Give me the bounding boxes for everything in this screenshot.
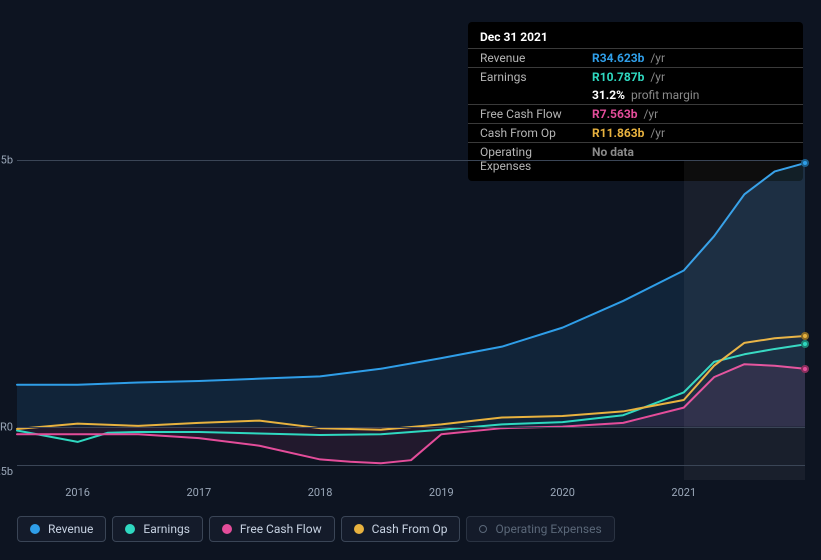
legend-item[interactable]: Earnings bbox=[112, 516, 203, 542]
x-axis-label: 2020 bbox=[550, 486, 575, 499]
legend-swatch-icon bbox=[30, 524, 40, 534]
chart-legend: Revenue Earnings Free Cash Flow Cash From O… bbox=[17, 516, 615, 542]
tooltip-row-label: Earnings bbox=[480, 70, 586, 84]
legend-swatch-icon bbox=[125, 524, 135, 534]
tooltip-row-label: Revenue bbox=[480, 51, 586, 65]
tooltip-row-value: R7.563b bbox=[592, 107, 637, 121]
tooltip-row-unit: /yr bbox=[650, 126, 665, 140]
tooltip-row-unit: profit margin bbox=[631, 88, 699, 102]
tooltip-row: Free Cash Flow R7.563b /yr bbox=[468, 104, 803, 123]
y-gridline bbox=[17, 465, 805, 466]
legend-item-label: Revenue bbox=[48, 522, 93, 536]
tooltip-row: 31.2% profit margin bbox=[468, 86, 803, 104]
tooltip-row-unit: /yr bbox=[643, 107, 658, 121]
legend-item-label: Cash From Op bbox=[372, 522, 448, 536]
legend-item-label: Earnings bbox=[143, 522, 190, 536]
legend-item[interactable]: Operating Expenses bbox=[466, 516, 614, 542]
tooltip-row-value: R11.863b bbox=[592, 126, 644, 140]
tooltip-row-unit: /yr bbox=[650, 51, 665, 65]
tooltip-row-value: 31.2% bbox=[592, 88, 625, 102]
y-gridline bbox=[17, 427, 805, 428]
legend-item-label: Free Cash Flow bbox=[240, 522, 322, 536]
financials-chart[interactable]: R35bR0-R5b201620172018201920202021 bbox=[17, 160, 805, 480]
tooltip-row-label: Cash From Op bbox=[480, 126, 586, 140]
y-axis-label: -R5b bbox=[0, 452, 13, 478]
tooltip-row-unit: /yr bbox=[650, 70, 665, 84]
legend-swatch-icon bbox=[222, 524, 232, 534]
tooltip-row-value: No data bbox=[592, 145, 634, 159]
y-axis-label: R0 bbox=[0, 420, 13, 433]
series-end-marker bbox=[801, 332, 809, 340]
tooltip-row: Revenue R34.623b /yr bbox=[468, 48, 803, 67]
x-axis-label: 2018 bbox=[308, 486, 333, 499]
x-axis-label: 2016 bbox=[65, 486, 90, 499]
y-gridline bbox=[17, 160, 805, 161]
series-end-marker bbox=[801, 365, 809, 373]
x-axis-label: 2021 bbox=[671, 486, 696, 499]
series-end-marker bbox=[801, 340, 809, 348]
x-axis-label: 2017 bbox=[186, 486, 211, 499]
tooltip-row-label: Free Cash Flow bbox=[480, 107, 586, 121]
legend-swatch-icon bbox=[354, 524, 364, 534]
chart-tooltip: Dec 31 2021 Revenue R34.623b /yr Earnings R… bbox=[468, 22, 803, 181]
chart-hover-band bbox=[684, 160, 805, 480]
legend-item[interactable]: Revenue bbox=[17, 516, 106, 542]
tooltip-row: Cash From Op R11.863b /yr bbox=[468, 123, 803, 142]
x-axis-label: 2019 bbox=[429, 486, 454, 499]
y-axis-label: R35b bbox=[0, 154, 13, 167]
legend-item[interactable]: Cash From Op bbox=[341, 516, 461, 542]
tooltip-date: Dec 31 2021 bbox=[468, 28, 803, 48]
tooltip-row: Earnings R10.787b /yr bbox=[468, 67, 803, 86]
tooltip-row-value: R10.787b bbox=[592, 70, 644, 84]
legend-swatch-icon bbox=[479, 525, 487, 533]
tooltip-row-value: R34.623b bbox=[592, 51, 644, 65]
legend-item[interactable]: Free Cash Flow bbox=[209, 516, 335, 542]
legend-item-label: Operating Expenses bbox=[495, 522, 601, 536]
series-end-marker bbox=[801, 159, 809, 167]
